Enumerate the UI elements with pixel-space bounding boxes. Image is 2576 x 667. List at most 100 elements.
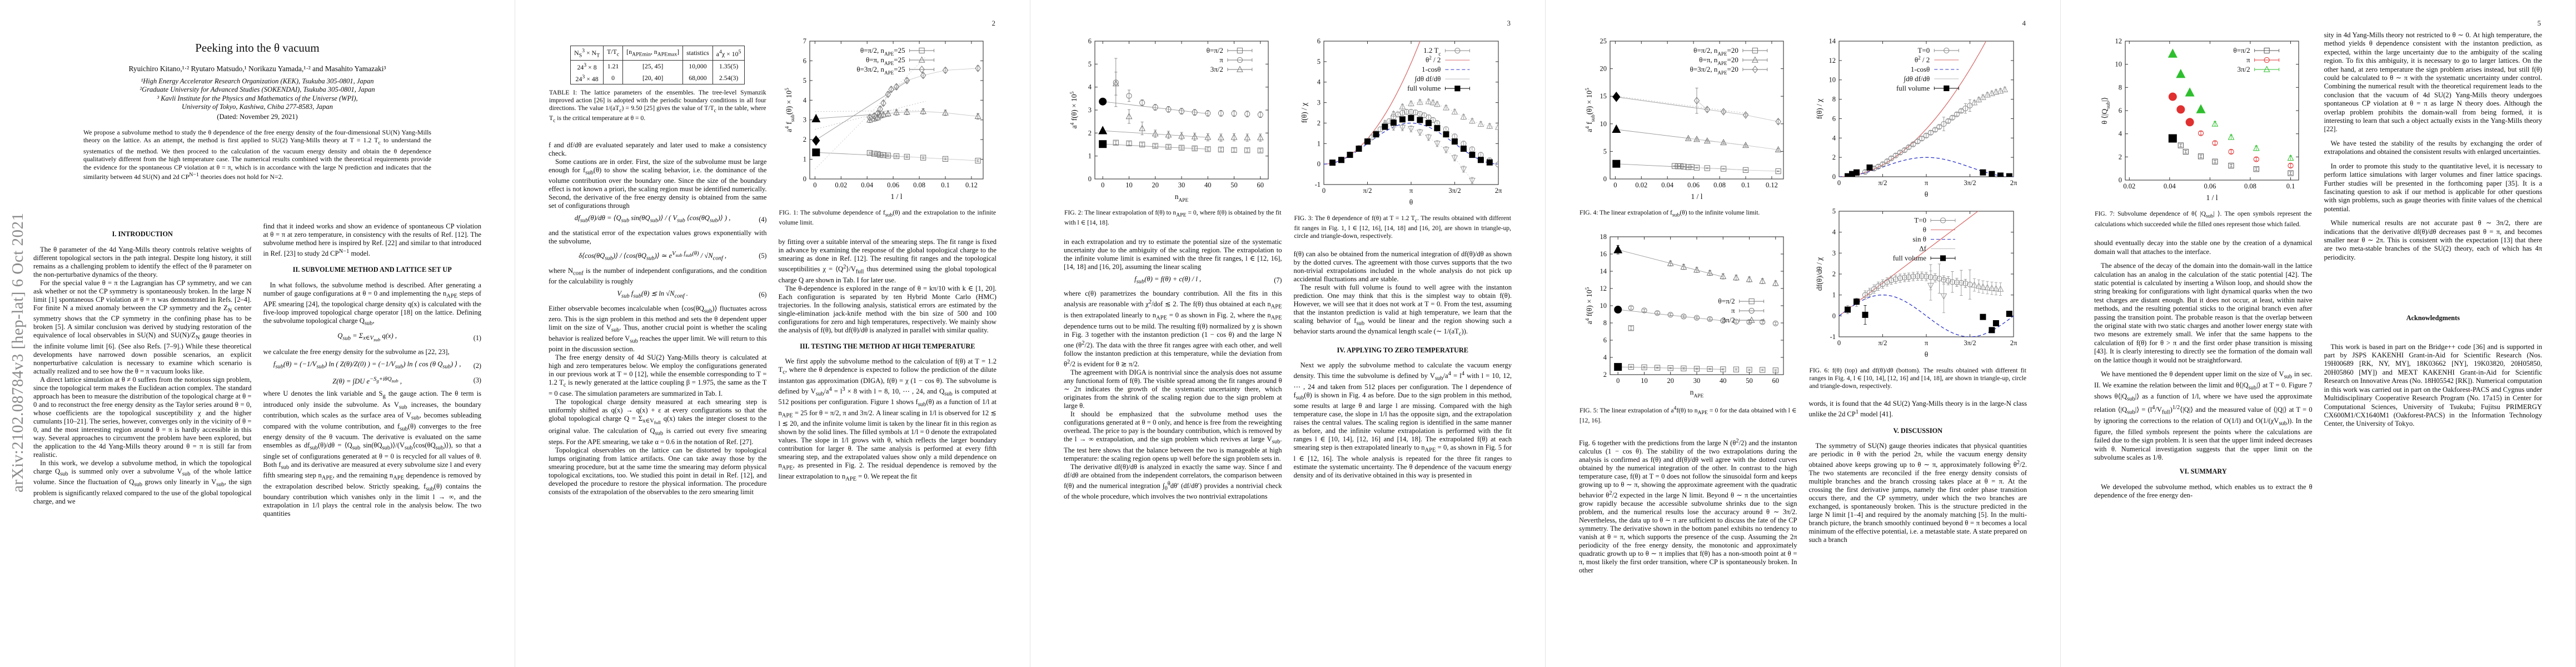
- x-tick-label: 0.06: [887, 181, 899, 189]
- marker-triangle-up: [1257, 134, 1264, 141]
- legend-label: 1-cosθ: [1911, 65, 1930, 73]
- sub-element: APE: [1270, 304, 1282, 311]
- authors: Ryuichiro Kitano,¹·² Ryutaro Matsudo,¹ N…: [128, 64, 386, 73]
- sup-element: 5: [738, 49, 741, 56]
- marker-circle: [1165, 106, 1172, 112]
- sub-element: sub: [704, 308, 712, 315]
- chart: 0.02 0.04 0.06 0.08 0.1 0 2 4 6 8 10 12 1 / l θ ⟨|Qsu…: [2100, 37, 2299, 202]
- marker-square: [1338, 157, 1344, 163]
- marker-triangle-up: [1494, 123, 1498, 130]
- y-tick-label: 5: [1088, 60, 1092, 68]
- sub-element: sub: [281, 464, 290, 471]
- sub-element: APE: [1270, 315, 1282, 321]
- marker-square: [1364, 138, 1371, 145]
- tspan-element: 4: [785, 126, 790, 129]
- sub-element: sub: [391, 377, 398, 384]
- sub-element: sub: [710, 217, 718, 224]
- sub-element: sub: [621, 217, 630, 224]
- marker-circle: [1884, 279, 1890, 285]
- sub-element: sub: [316, 364, 325, 370]
- x-axis-label: 1 / l: [2206, 193, 2218, 202]
- table-row: 243 × 48 0 [20, 40] 68,000 2.54(3): [570, 72, 745, 84]
- marker-circle: [1936, 124, 1942, 130]
- marker-triangle-up: [1113, 79, 1119, 87]
- caption: TABLE I: The lattice parameters of the e…: [549, 89, 766, 124]
- marker-circle: [1746, 319, 1752, 325]
- x-tick-label: 0.04: [861, 181, 874, 189]
- series-line: [1384, 126, 1473, 181]
- legend-label: π: [2246, 56, 2250, 64]
- paragraph: It should be emphasized that the subvolu…: [1064, 410, 1282, 462]
- legend-label: sin θ: [1912, 235, 1926, 243]
- spacer: [549, 31, 767, 39]
- figure-4: 0 0.02 0.04 0.06 0.08 0.1 0.12 0 5 10 15 20 25 1 / l a…: [1579, 36, 1797, 205]
- page-3-right-column: 0 π/2 π 3π/2 2π -1 0 1 2 3 4 5 6 θ f(θ) / χ 1.2 Tc θ2 / …: [1294, 31, 1512, 501]
- tspan-element: 5: [1070, 91, 1075, 94]
- equation-body: Qsub = Σx∈Vsub q(x) ,: [337, 331, 397, 343]
- x-tick-label: 2π: [2010, 339, 2017, 347]
- marker-triangle-up: [974, 112, 981, 119]
- marker-square: [1655, 365, 1661, 371]
- marker-diamond: [919, 66, 925, 73]
- marker-circle: [1399, 109, 1406, 116]
- marker-triangle-up: [1218, 134, 1225, 141]
- tbody-element: NS3 × NT T/Tc [nAPEmin, nAPEmax] statistics…: [570, 46, 745, 84]
- paragraph: The agreement with DIGA is nontrivial si…: [1064, 369, 1282, 410]
- marker-triangle-up: [1230, 133, 1238, 140]
- paragraph: The absence of the decay of the domain i…: [2094, 262, 2313, 364]
- plot-border: [1610, 236, 1784, 375]
- sub-element: conf: [712, 255, 723, 262]
- marker-triangle-down: [1399, 125, 1406, 132]
- marker-diamond: [1721, 108, 1727, 116]
- y-tick-label: 1: [1832, 291, 1836, 299]
- page-2: 2 NS3 × NT T/Tc [nAPEmin, nAPEmax] statisti…: [515, 0, 1030, 667]
- g-element: [811, 56, 981, 170]
- legend-label: θ=3π/2, nAPE=20: [1690, 65, 1738, 76]
- marker-diamond: [904, 77, 910, 84]
- marker-square: [1707, 366, 1713, 372]
- marker-circle: [1237, 57, 1243, 63]
- sup-element: −Sg+iθQsub: [370, 376, 398, 384]
- spacer: [1809, 392, 2027, 400]
- figure-6-top: 0 π/2 π 3π/2 2π 0 2 4 6 8 10 12 14 θ f(θ) / χ T=0 θ2 / 2…: [1809, 36, 2027, 202]
- marker-circle: [1915, 273, 1921, 279]
- equation-number: (7): [1274, 276, 1282, 285]
- marker-square: [1486, 159, 1493, 166]
- x-tick-label: π/2: [1878, 179, 1887, 187]
- paragraph: We developed the subvolume method, which…: [2094, 482, 2313, 500]
- paragraph: where c(θ) parametrizes the boundary con…: [1064, 290, 1282, 369]
- y-tick-label: 1: [803, 156, 806, 163]
- paragraph: where Nconf is the number of independent…: [549, 266, 767, 286]
- legend-label: θ=π, nAPE=25: [866, 56, 905, 66]
- marker-triangle-up: [1975, 282, 1982, 289]
- equation-body: fsub(θ) = (−1/Vsub) ln ( Z(θ)/Z(0) ) = (…: [273, 360, 461, 370]
- sub-element: T: [596, 52, 600, 59]
- marker-triangle-up: [1720, 272, 1727, 280]
- tspan-element: 4: [1585, 318, 1591, 321]
- paragraph: sity in 4d Yang-Mills theory not restric…: [2324, 31, 2543, 133]
- marker-square: [1866, 164, 1873, 171]
- marker-triangle-up: [1468, 117, 1476, 124]
- marker-circle: [1205, 110, 1211, 116]
- tspan-element: 2: [1429, 55, 1432, 61]
- y-tick-label: 0: [1603, 175, 1607, 183]
- sup-element: 2: [1067, 359, 1070, 365]
- sub-element: full: [855, 268, 864, 275]
- x-tick-label: 10: [1126, 181, 1133, 189]
- page-number: 5: [2537, 19, 2542, 27]
- figure-7: 0.02 0.04 0.06 0.08 0.1 0 2 4 6 8 10 12 1 / l θ ⟨|Qsu…: [2094, 36, 2313, 206]
- paragraph: f(θ) can also be obtained from the numer…: [1293, 250, 1512, 283]
- legend-label: 3π/2: [2238, 65, 2250, 73]
- marker-circle: [1892, 276, 1899, 282]
- marker-triangle-up: [1984, 283, 1991, 291]
- marker-triangle-up: [918, 56, 925, 63]
- paragraph: We have tested the stability of the resu…: [2324, 139, 2543, 156]
- caption: FIG. 6: f(θ) (top) and df(θ)/dθ (bottom)…: [1809, 367, 2027, 390]
- x-tick-label: 0.08: [1713, 181, 1726, 189]
- marker-circle: [1408, 109, 1414, 115]
- marker-square: [1733, 366, 1740, 372]
- y-axis-label: f(θ) / χ: [1300, 103, 1308, 123]
- marker-circle: [1454, 48, 1461, 54]
- page-2-right-column: 0 0.02 0.04 0.06 0.08 0.1 0.12 0 1 2 3 4 5 6 7 1 / l a4 …: [779, 31, 997, 496]
